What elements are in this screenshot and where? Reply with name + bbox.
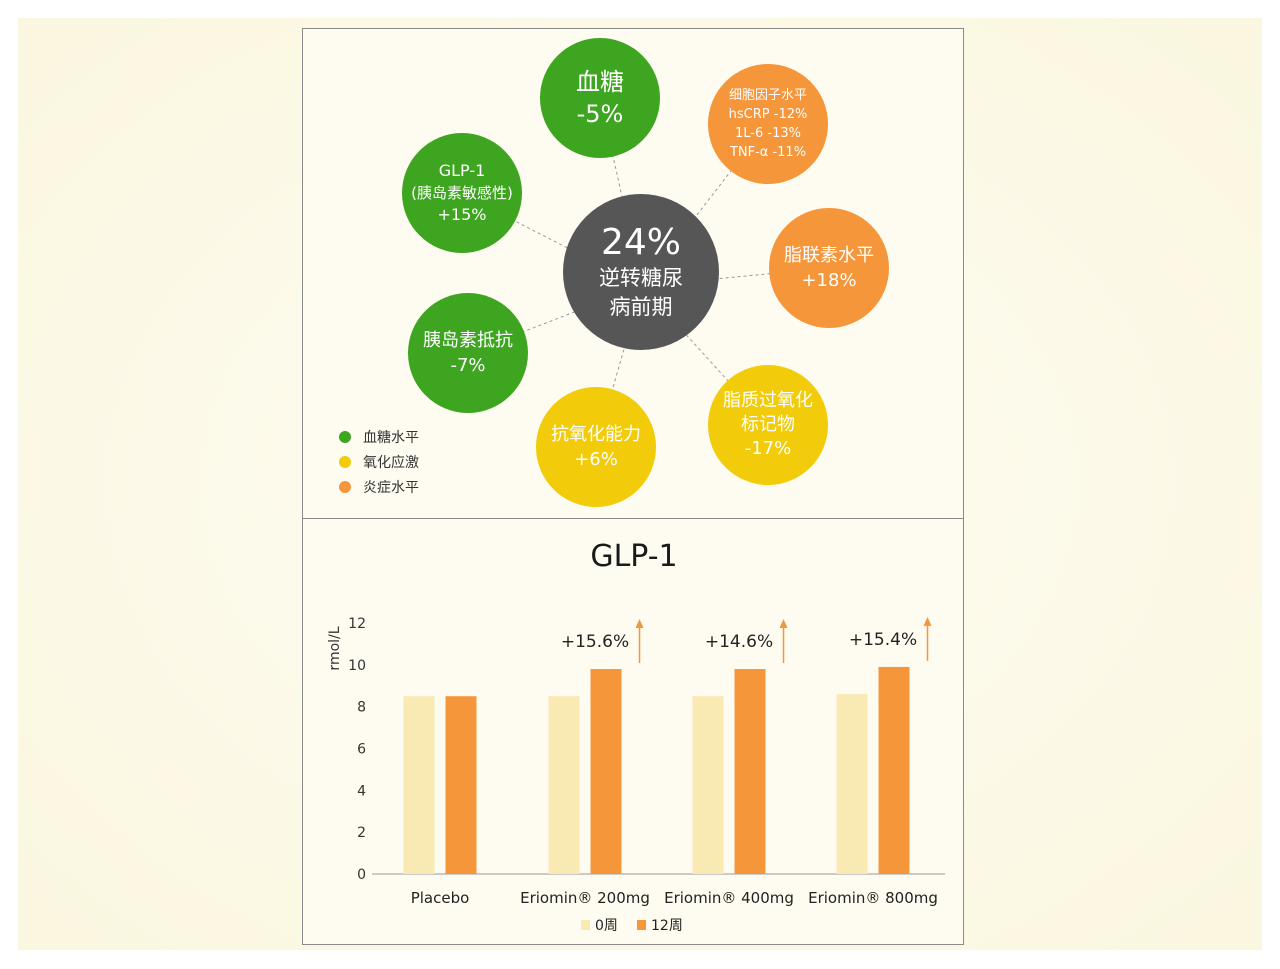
y-tick-label: 0 (357, 867, 366, 883)
percent-change-label: +15.4% (849, 630, 917, 650)
bubble-lipid-peroxidation: 脂质过氧化 标记物 -17% (708, 365, 828, 485)
bubble-value: -7% (450, 355, 486, 376)
bubble-value: +18% (801, 270, 857, 291)
bubble-text: 细胞因子水平 (728, 88, 807, 103)
glp1-chart-panel: GLP-1 rmol/L 0 2 4 6 8 10 12 Placebo Eriomin® 200… (302, 518, 964, 945)
bubble-text: 1L-6 -13% (735, 126, 801, 141)
legend-dot-icon (339, 430, 351, 443)
x-tick-label: Eriomin® 200mg (520, 889, 650, 907)
bubble-text: 脂质过氧化 (723, 390, 813, 411)
legend-item: 炎症水平 (339, 474, 419, 499)
increase-arrow-head-icon (779, 619, 788, 629)
bubble-antioxidant: 抗氧化能力 +6% (536, 387, 656, 507)
y-tick-label: 2 (357, 825, 366, 841)
bubble-text: (胰岛素敏感性) (411, 184, 513, 202)
bubble-adiponectin: 脂联素水平 +18% (769, 208, 889, 328)
bubble-text: 标记物 (741, 414, 795, 435)
bubble-text: GLP-1 (438, 161, 486, 180)
bar-week0 (548, 696, 580, 874)
percent-change-label: +15.6% (561, 632, 629, 652)
bubble-value: -5% (576, 100, 624, 128)
center-bubble: 24% 逆转糖尿 病前期 (563, 194, 719, 350)
bubble-value: +6% (574, 449, 618, 470)
y-axis-label: rmol/L (327, 626, 343, 670)
connector-line (641, 122, 769, 287)
y-tick-label: 8 (357, 700, 366, 716)
bar-week0 (836, 694, 868, 874)
bubble-blood-glucose: 血糖 -5% (540, 38, 660, 158)
bar-week12 (445, 696, 477, 874)
center-line-2: 病前期 (609, 295, 673, 319)
bubble-text: hsCRP -12% (728, 107, 808, 122)
bubble-glp1: GLP-1 (胰岛素敏感性) +15% (402, 133, 522, 253)
center-line-1: 逆转糖尿 (599, 266, 683, 290)
legend-series-label: 12周 (651, 918, 683, 934)
bubble-text: 胰岛素抵抗 (423, 330, 513, 351)
increase-arrow-head-icon (923, 616, 932, 626)
category-legend: 血糖水平 氧化应激 炎症水平 (339, 424, 419, 499)
bubble-value: -17% (744, 438, 792, 459)
legend-series-label: 0周 (595, 918, 618, 934)
bar-chart: rmol/L 0 2 4 6 8 10 12 Placebo Eriomin® 200mg +15.… (327, 616, 945, 934)
bar-week12 (734, 669, 766, 874)
increase-arrow-head-icon (635, 619, 644, 629)
legend-item: 氧化应激 (339, 449, 419, 474)
chart-title: GLP-1 (590, 539, 678, 574)
bar-week12 (878, 666, 910, 874)
y-tick-label: 10 (348, 658, 366, 674)
x-tick-label: Eriomin® 800mg (808, 889, 938, 907)
bubble-diagram-panel: 24% 逆转糖尿 病前期 血糖 -5% 细胞因子水平 hsCRP -12% 1L… (302, 28, 964, 519)
bar-week12 (590, 669, 622, 874)
bar-week0 (692, 696, 724, 874)
bubble-text: TNF-α -11% (729, 145, 807, 160)
y-tick-label: 6 (357, 742, 366, 758)
center-value: 24% (600, 222, 681, 263)
bubble-value: +15% (437, 205, 487, 224)
x-tick-label: Placebo (411, 889, 470, 907)
bubble-insulin-resistance: 胰岛素抵抗 -7% (408, 293, 528, 413)
legend-dot-icon (339, 455, 351, 468)
bubble-text: 血糖 (576, 68, 624, 96)
legend-swatch-icon (581, 920, 590, 930)
y-tick-label: 4 (357, 783, 366, 799)
legend-label: 炎症水平 (363, 479, 419, 496)
bar-week0 (403, 696, 435, 874)
legend-dot-icon (339, 480, 351, 493)
bubble-cytokines: 细胞因子水平 hsCRP -12% 1L-6 -13% TNF-α -11% (708, 64, 828, 184)
legend-label: 血糖水平 (363, 429, 419, 446)
x-tick-label: Eriomin® 400mg (664, 889, 794, 907)
legend-swatch-icon (637, 920, 646, 930)
bubble-text: 抗氧化能力 (551, 424, 641, 445)
legend-item: 血糖水平 (339, 424, 419, 449)
percent-change-label: +14.6% (705, 632, 773, 652)
legend-label: 氧化应激 (363, 454, 419, 471)
bubble-text: 脂联素水平 (784, 245, 874, 266)
y-tick-label: 12 (348, 616, 366, 632)
